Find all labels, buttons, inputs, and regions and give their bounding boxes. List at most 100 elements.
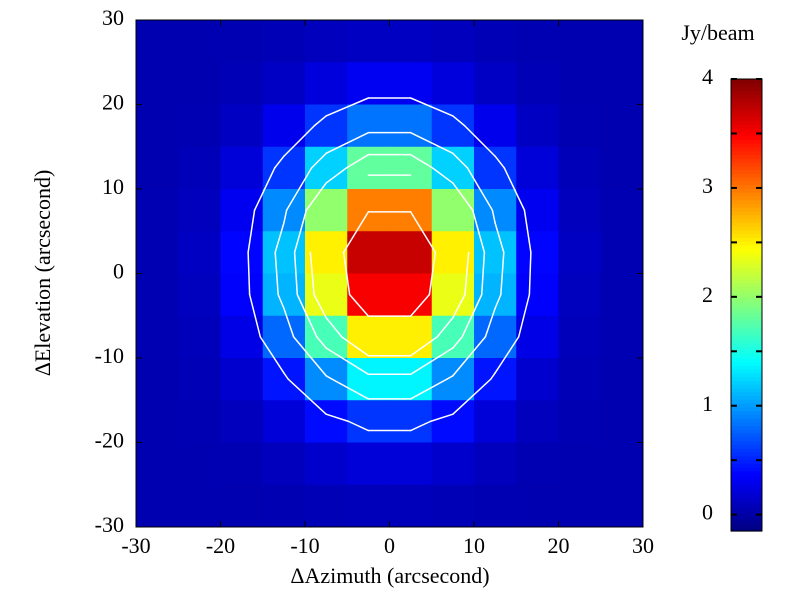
contour-line: [325, 375, 333, 380]
heatmap-cell: [220, 189, 264, 232]
colorbar-swatch: [731, 229, 762, 235]
colorbar-swatch: [731, 361, 762, 366]
colorbar-tick-label: 4: [702, 64, 713, 89]
contour-line: [409, 378, 448, 400]
colorbar-swatch: [731, 455, 762, 461]
colorbar-swatch: [731, 387, 762, 393]
colorbar-swatch: [731, 346, 762, 351]
heatmap-cell: [305, 62, 348, 105]
colorbar-swatch: [731, 116, 762, 122]
colorbar-swatch: [731, 357, 762, 363]
colorbar-swatch: [731, 493, 762, 498]
contour-line: [283, 307, 295, 338]
contour-line: [446, 375, 454, 380]
contour-line: [480, 251, 486, 296]
heatmap-cell: [178, 231, 221, 274]
heatmap-cell: [600, 20, 644, 63]
heatmap-cell: [431, 273, 475, 317]
colorbar-swatch: [731, 410, 762, 415]
contour-line: [517, 293, 531, 338]
x-tick-label: -30: [121, 533, 150, 558]
contour-line: [292, 336, 327, 377]
colorbar-swatch: [731, 150, 762, 155]
colorbar-swatch: [731, 504, 762, 509]
contour-line: [325, 347, 370, 376]
contour-line: [490, 372, 496, 380]
colorbar-swatch: [731, 274, 762, 280]
heatmap-cell: [136, 231, 179, 274]
contour-line: [484, 307, 496, 338]
heatmap-cell: [305, 484, 348, 528]
colorbar-swatch: [731, 192, 762, 197]
contour-line: [428, 251, 437, 296]
heatmap-cell: [389, 273, 433, 317]
heatmap-cell: [347, 273, 390, 317]
heatmap-cell: [600, 400, 644, 443]
colorbar-tick-label: 3: [702, 173, 713, 198]
colorbar-swatch: [731, 425, 762, 430]
contour-line: [247, 251, 251, 296]
heatmap-cell: [558, 62, 602, 105]
colorbar-swatch: [731, 222, 762, 227]
contour-line: [461, 293, 483, 338]
colorbar-frame: [730, 78, 763, 532]
heatmap-cell: [262, 189, 306, 232]
colorbar-swatch: [731, 335, 762, 340]
colorbar-swatch: [731, 406, 762, 412]
heatmap-cell: [600, 273, 644, 317]
colorbar-swatch: [731, 414, 762, 419]
colorbar-swatch: [731, 233, 762, 238]
contour-line: [274, 251, 279, 296]
heatmap-cell: [136, 484, 179, 528]
heatmap-cell: [262, 442, 306, 486]
colorbar-swatch: [731, 369, 762, 374]
heatmap-cell: [347, 189, 390, 232]
colorbar-swatch: [731, 173, 762, 178]
heatmap-cell: [389, 400, 433, 443]
y-tick-label: 30: [102, 5, 124, 30]
colorbar-swatch: [731, 451, 762, 457]
colorbar-swatch: [731, 289, 762, 295]
contour-line: [409, 336, 438, 357]
heatmap-cell: [600, 484, 644, 528]
colorbar-swatch: [731, 320, 762, 325]
colorbar-swatch: [731, 210, 762, 216]
colorbar-swatch: [731, 523, 762, 528]
contour-line: [313, 115, 327, 127]
heatmap-cell: [474, 146, 517, 190]
x-tick-label: 30: [632, 533, 654, 558]
heatmap-cell: [516, 146, 559, 190]
colorbar-swatch: [731, 421, 762, 427]
colorbar-swatch: [731, 203, 762, 208]
heatmap-cell: [178, 20, 221, 63]
colorbar-swatch: [731, 399, 762, 404]
y-axis-label: ΔElevation (arcsecond): [30, 170, 55, 377]
heatmap-cell: [516, 20, 559, 63]
colorbar-swatch: [731, 508, 762, 513]
colorbar-swatch: [731, 86, 762, 91]
heatmap-cell: [558, 358, 602, 401]
contour-line: [248, 293, 262, 338]
heatmap-cell: [431, 104, 475, 148]
heatmap-cell: [136, 104, 179, 148]
colorbar-swatch: [731, 256, 762, 261]
heatmap-cell: [305, 400, 348, 443]
colorbar-swatch: [731, 312, 762, 317]
colorbar-swatch: [731, 470, 762, 476]
heatmap-cell: [516, 104, 559, 148]
heatmap-cell: [516, 273, 559, 317]
contour-line: [452, 293, 466, 319]
contour-line: [310, 152, 327, 169]
y-tick-label: -10: [95, 343, 124, 368]
heatmap-cell: [220, 146, 264, 190]
contour-line: [313, 293, 327, 319]
contour-line: [325, 97, 370, 117]
heatmap-cell: [305, 442, 348, 486]
contour-line: [452, 378, 492, 415]
contour-line: [429, 413, 454, 423]
heatmap-cell: [178, 484, 221, 528]
colorbar-tick-label: 2: [702, 282, 713, 307]
colorbar-swatch: [731, 79, 762, 84]
colorbar-swatch: [731, 459, 762, 464]
heatmap-cell: [347, 146, 390, 190]
